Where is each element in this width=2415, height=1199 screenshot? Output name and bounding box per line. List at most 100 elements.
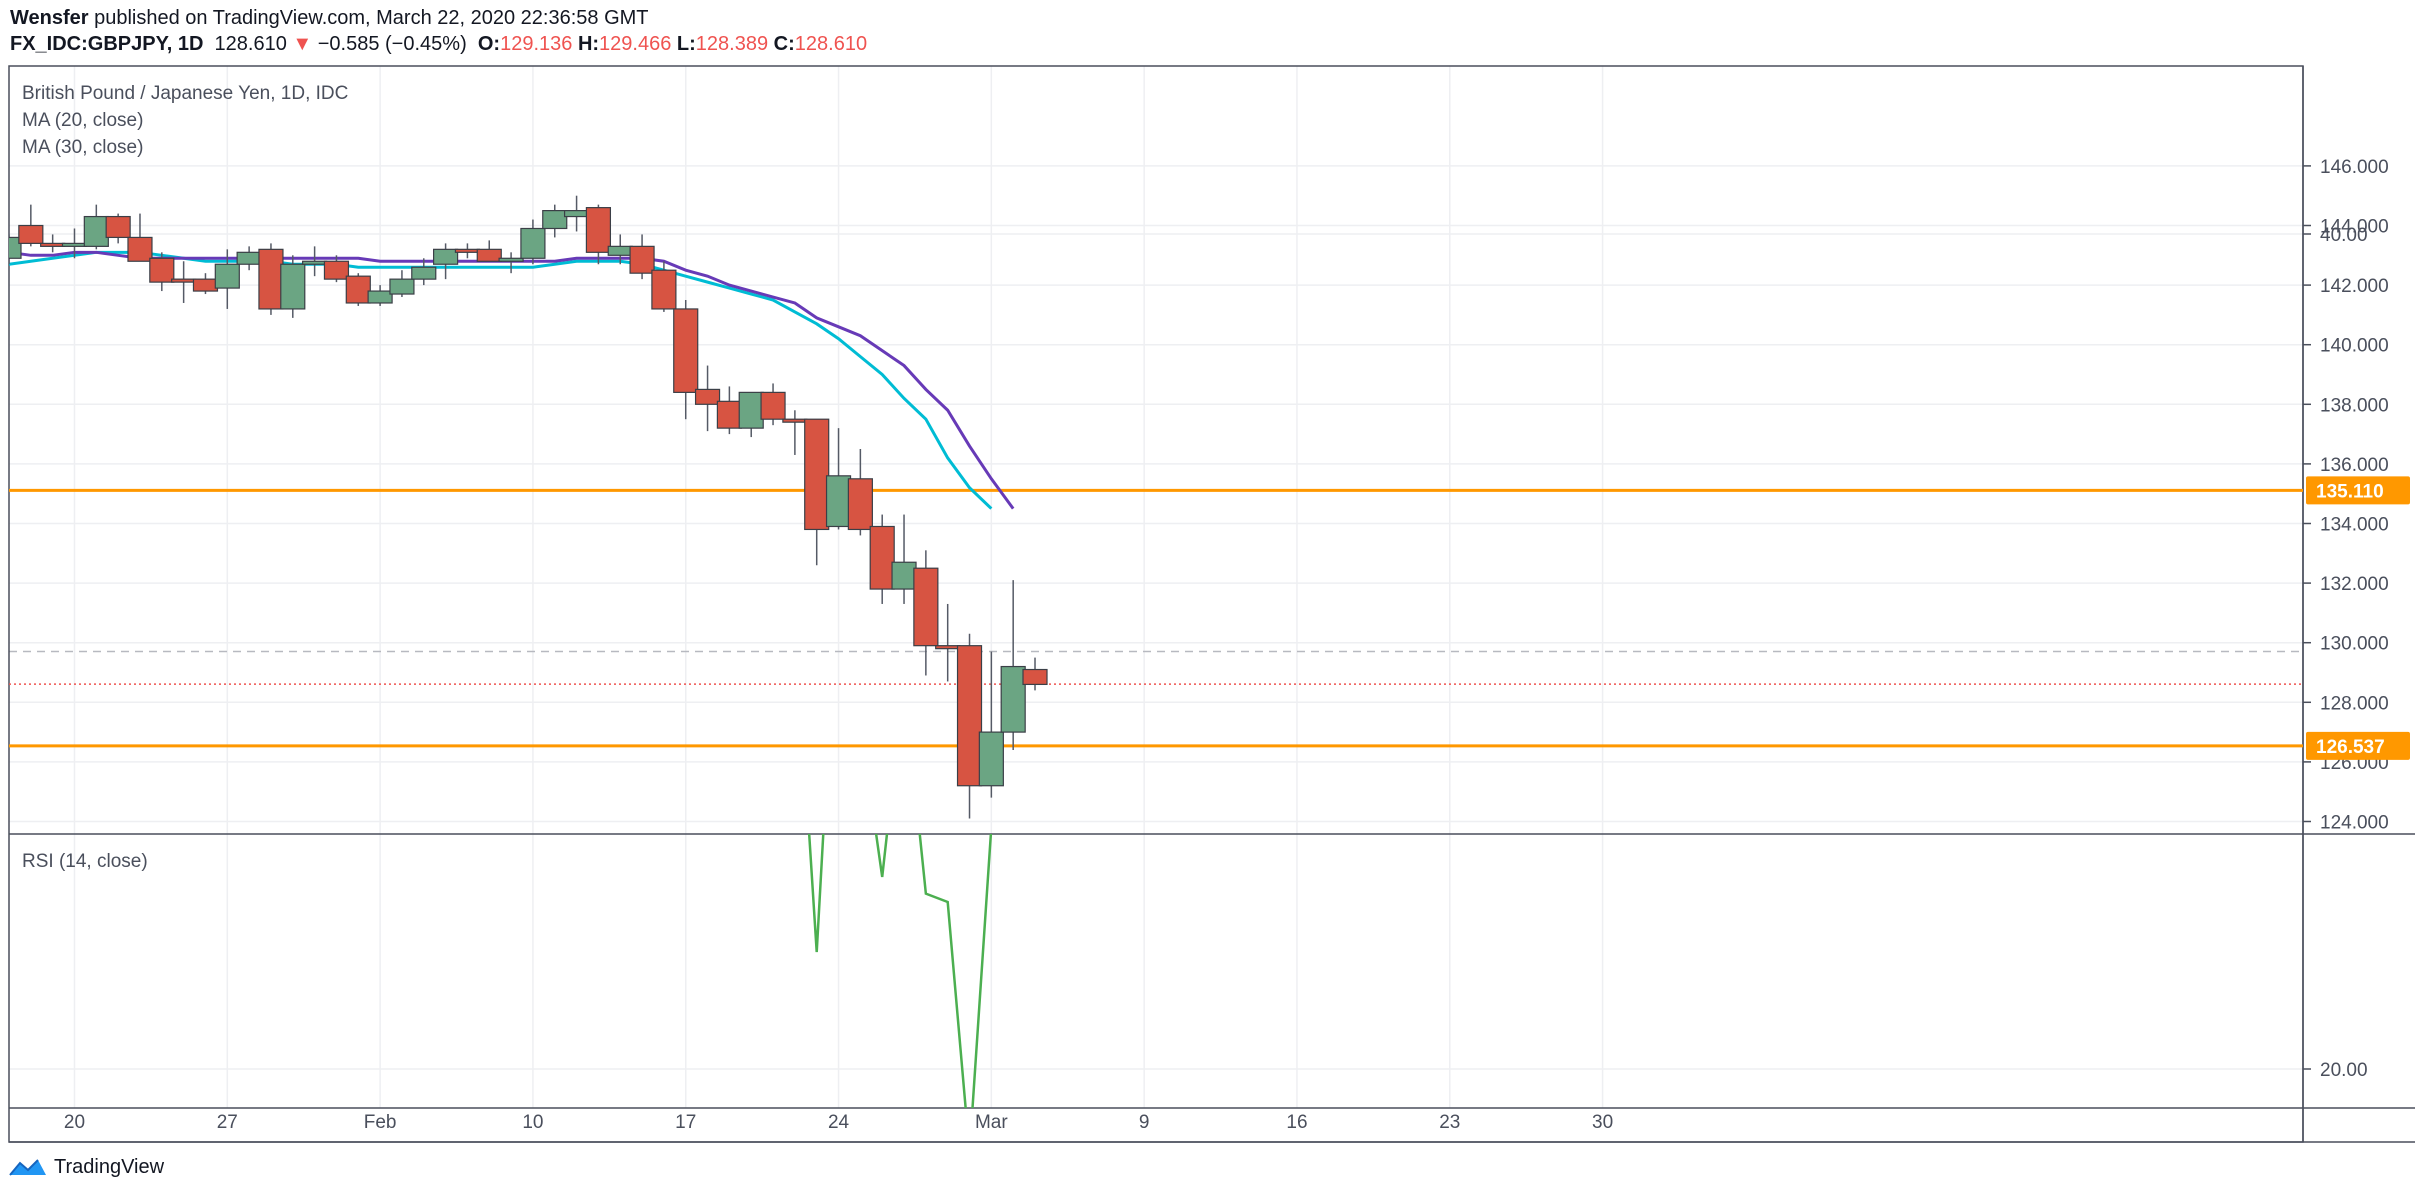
candle [651,269,677,310]
candle [804,418,830,531]
candle [869,525,895,590]
price-tick-label: 138.000 [2320,395,2389,416]
symbol-name[interactable]: FX_IDC:GBPJPY, 1D [10,33,204,55]
candle [847,478,873,531]
candle [673,308,699,393]
candle [1022,668,1048,686]
ma30-line [9,250,1015,510]
candle [520,227,546,259]
candle [323,260,350,280]
candle [891,561,917,590]
time-tick-label: 9 [1139,1112,1150,1133]
candle [694,388,721,405]
candle [607,245,633,256]
candle [40,242,66,247]
candle [367,290,393,304]
candle [18,224,44,244]
price-tick-label: 128.000 [2320,693,2389,714]
legend-ma30: MA (30, close) [22,137,144,158]
level-price-tag [2306,476,2410,505]
candle [127,236,153,262]
candle [1000,665,1026,733]
candle [61,242,88,247]
candle [280,263,306,310]
down-arrow-icon: ▼ [292,33,313,55]
level-price-label: 135.110 [2316,481,2384,502]
candle [498,257,524,262]
candle [585,207,612,253]
legend-rsi: RSI (14, close) [22,851,148,872]
candle [956,645,983,787]
price-tick-label: 146.000 [2320,157,2389,178]
candle [192,278,219,292]
price-change: −0.585 (−0.45%) [317,33,467,55]
high-label: H: [577,33,600,55]
footer-brand-label: TradingView [54,1156,165,1178]
level-price-label: 126.537 [2316,737,2385,758]
candle [9,236,22,259]
candle [105,215,131,239]
candle [913,567,939,647]
author-name[interactable]: Wensfer [10,7,89,29]
price-plot [9,195,2303,819]
candle [978,731,1004,787]
time-tick-label: Mar [975,1112,1008,1133]
time-tick-label: 16 [1286,1112,1307,1133]
candle [345,275,371,304]
candle [629,245,655,274]
open-label: O: [477,33,501,55]
ma20-line [9,250,993,510]
time-tick-label: 30 [1592,1112,1613,1133]
rsi-tick-label: 40.00 [2320,225,2368,246]
candle [149,257,175,283]
publish-info: Wensfer published on TradingView.com, Ma… [10,6,649,30]
time-tick-label: 23 [1439,1112,1460,1133]
candle [716,400,742,429]
open-value: 129.136 [500,33,573,55]
candle [563,210,590,218]
price-tick-label: 124.000 [2320,813,2389,834]
candle [825,475,852,528]
time-tick-label: Feb [364,1112,397,1133]
price-tick-label: 142.000 [2320,276,2389,297]
candle [171,278,197,283]
published-text: published on TradingView.com, March 22, … [94,7,649,29]
close-value: 128.610 [794,33,868,55]
last-price: 128.610 [214,33,287,55]
time-tick-label: 17 [675,1112,696,1133]
close-label: C: [773,33,795,55]
legend-title: British Pound / Japanese Yen, 1D, IDC [22,83,349,104]
price-tick-label: 144.000 [2320,217,2389,238]
candle [389,278,415,295]
time-tick-label: 10 [522,1112,543,1133]
candle [935,645,961,650]
price-tick-label: 134.000 [2320,515,2389,536]
chart-frame [8,65,2304,1143]
price-tick-label: 130.000 [2320,634,2389,655]
candle [542,210,568,230]
level-price-tag [2306,731,2410,760]
tradingview-logo-icon [9,1158,46,1176]
footer-brand[interactable]: TradingView [8,1156,164,1179]
candle [433,248,459,265]
candle [738,391,764,429]
high-value: 129.466 [599,33,672,55]
candle [760,391,786,420]
candle [411,266,437,280]
time-tick-label: 24 [828,1112,850,1133]
candle [454,248,481,253]
candle [214,263,240,289]
price-tick-label: 132.000 [2320,574,2389,595]
rsi-tick-label: 20.00 [2320,1060,2368,1081]
time-tick-label: 20 [64,1112,85,1133]
candle [476,248,502,262]
low-label: L: [676,33,696,55]
candle [236,251,262,265]
time-tick-label: 27 [217,1112,238,1133]
candle [83,215,109,247]
symbol-ohlc-bar: FX_IDC:GBPJPY, 1D 128.610 ▼ −0.585 (−0.4… [10,32,867,56]
low-value: 128.389 [695,33,769,55]
price-tick-label: 136.000 [2320,455,2389,476]
price-tick-label: 140.000 [2320,336,2389,357]
